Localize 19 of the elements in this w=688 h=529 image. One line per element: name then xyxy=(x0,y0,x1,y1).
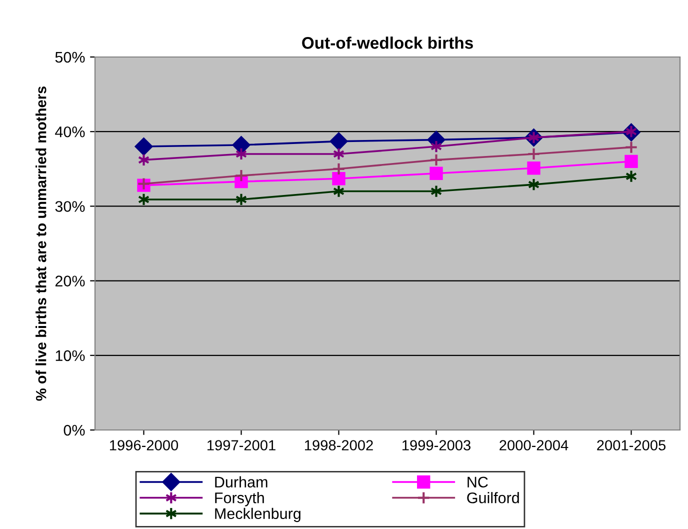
chart-title: Out-of-wedlock births xyxy=(302,36,473,49)
legend-label: NC xyxy=(468,476,488,488)
x-tick-label: 1997-2001 xyxy=(207,440,276,450)
x-tick-label: 1998-2002 xyxy=(304,440,373,450)
y-tick-label: 50% xyxy=(55,52,85,63)
x-tick-label: 1996-2000 xyxy=(110,440,178,450)
y-tick-label: 30% xyxy=(55,201,85,212)
legend-label: Mecklenburg xyxy=(215,508,300,522)
legend-label: Durham xyxy=(215,476,268,488)
x-tick-label: 2000-2004 xyxy=(500,440,568,450)
y-tick-label: 0% xyxy=(64,424,85,436)
x-tick-label: 1999-2003 xyxy=(402,440,470,450)
legend-label: Forsyth xyxy=(215,492,264,506)
y-tick-label: 20% xyxy=(55,276,85,286)
x-tick-label: 2001-2005 xyxy=(597,440,666,450)
y-tick-label: 10% xyxy=(56,350,85,362)
legend-label: Guilford xyxy=(467,492,519,504)
y-axis-title: % of live births that are to unmarried mothers xyxy=(36,86,46,401)
y-tick-label: 40% xyxy=(55,126,85,138)
